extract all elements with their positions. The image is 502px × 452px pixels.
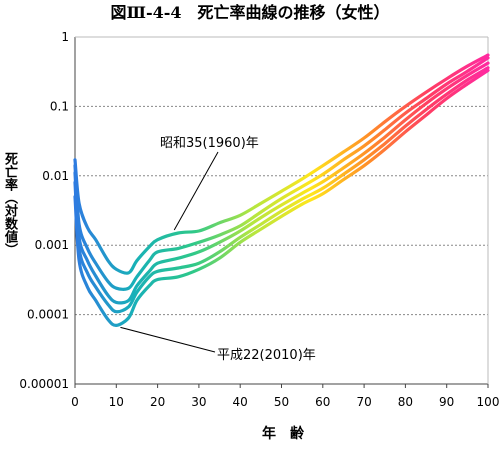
- annotation-leader: [120, 326, 216, 353]
- y-tick-label: 1: [61, 30, 69, 44]
- annotation-1960: 昭和35(1960)年: [160, 136, 259, 151]
- series-line-2: [73, 56, 490, 291]
- x-tick-label: 40: [233, 395, 248, 409]
- x-tick-label: 50: [274, 395, 289, 409]
- annotation-2010: 平成22(2010)年: [217, 348, 316, 363]
- x-tick-label: 30: [191, 395, 206, 409]
- grid: [75, 105, 488, 385]
- series-line-1: [73, 53, 490, 275]
- y-tick-label: 0.0001: [27, 308, 69, 322]
- x-tick-label: 20: [150, 395, 165, 409]
- y-tick-label: 0.001: [35, 238, 69, 252]
- x-tick-label: 90: [439, 395, 454, 409]
- x-tick-label: 70: [356, 395, 371, 409]
- annotation-leader: [173, 151, 219, 231]
- x-tick-label: 80: [398, 395, 413, 409]
- series-line-4: [73, 66, 490, 314]
- x-tick-labels: 0 10 20 30 40 50 60 70 80 90 100: [71, 395, 499, 409]
- y-tick-label: 0.1: [50, 99, 69, 113]
- chart-title: 図Ⅲ-4-4 死亡率曲線の推移（女性）: [110, 3, 389, 22]
- y-tick-label: 0.01: [42, 169, 69, 183]
- series-lines: [73, 53, 490, 328]
- y-axis-title: 死亡率（対数値）: [2, 152, 17, 256]
- x-tick-label: 100: [477, 395, 500, 409]
- y-tick-labels: 0.00001 0.0001 0.001 0.01 0.1 1: [19, 30, 69, 391]
- x-tick-label: 60: [315, 395, 330, 409]
- x-tick-label: 10: [109, 395, 124, 409]
- y-tick-label: 0.00001: [19, 377, 69, 391]
- x-axis-title: 年 齢: [262, 425, 305, 442]
- series-line-3: [73, 61, 490, 305]
- series-line-5: [73, 68, 490, 328]
- x-tick-label: 0: [71, 395, 79, 409]
